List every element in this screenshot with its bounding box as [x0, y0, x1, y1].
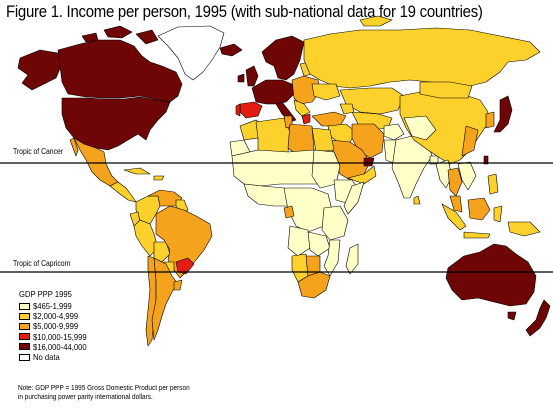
scandinavia-region: [261, 35, 305, 81]
gulf-states-region: [363, 157, 375, 167]
legend-swatch: [19, 343, 30, 351]
figure-title: Figure 1. Income per person, 1995 (with …: [6, 2, 483, 21]
afghanistan-region: [383, 123, 405, 141]
uk-region: [245, 65, 259, 87]
central-america-region: [109, 181, 137, 203]
legend-item: $465-1,999: [19, 301, 93, 311]
russia-arctic-island: [359, 15, 393, 27]
taiwan-region: [483, 155, 489, 165]
brazil-southeast-region: [175, 257, 195, 275]
zambia-region: [307, 231, 331, 257]
legend-label: $16,000-44,000: [33, 341, 87, 352]
mongolia-region: [419, 81, 473, 99]
indochina-region: [457, 161, 477, 191]
legend-swatch: [19, 312, 30, 320]
map-legend: GDP PPP 1995 $465-1,999 $2,000-4,999 $5,00…: [19, 289, 93, 362]
legend-item: $5,000-9,999: [19, 321, 93, 331]
portugal-region: [235, 103, 241, 117]
sumatra-region: [441, 203, 467, 231]
iceland-region: [219, 43, 243, 57]
legend-label: No data: [33, 352, 60, 363]
australia-region: [445, 243, 537, 307]
hispaniola-region: [153, 175, 165, 181]
libya-region: [287, 123, 315, 155]
russia-region: [303, 27, 541, 89]
baja-region: [69, 137, 79, 157]
legend-rows: $465-1,999 $2,000-4,999 $5,000-9,999 $10,00…: [19, 301, 93, 362]
ireland-region: [237, 73, 245, 83]
bolivia-region: [153, 241, 171, 263]
sulawesi-region: [493, 205, 503, 223]
korea-region: [485, 111, 495, 129]
borneo-region: [467, 197, 491, 221]
somalia-region: [343, 181, 365, 215]
philippines-region: [487, 173, 499, 195]
caucasus-region: [339, 103, 355, 115]
legend-title: GDP PPP 1995: [19, 289, 72, 299]
legend-swatch: [19, 353, 30, 361]
legend-item: $16,000-44,000: [19, 342, 93, 352]
madagascar-region: [345, 243, 359, 275]
new-guinea-region: [507, 221, 541, 237]
arctic-island: [81, 32, 99, 43]
legend-swatch: [19, 322, 30, 330]
spain-region: [239, 101, 263, 119]
tropic-of-capricorn-label: Tropic of Capricorn: [13, 259, 71, 268]
thailand-region: [447, 167, 463, 197]
greece-region: [301, 113, 311, 125]
east-africa-region: [321, 205, 349, 241]
egypt-region: [311, 127, 335, 153]
china-coast-region: [461, 125, 479, 157]
angola-region: [287, 225, 311, 257]
legend-swatch: [19, 333, 30, 341]
legend-swatch: [19, 302, 30, 310]
canada-region: [57, 39, 183, 103]
arctic-island: [103, 25, 133, 39]
arctic-island: [135, 29, 159, 45]
sri-lanka-region: [413, 195, 421, 205]
legend-item: $2,000-4,999: [19, 311, 93, 321]
south-africa-region: [297, 271, 331, 299]
turkey-region: [311, 111, 347, 127]
eastern-europe-region: [291, 75, 321, 105]
new-zealand-region: [525, 299, 551, 337]
japan-region: [493, 95, 513, 133]
western-europe-region: [251, 79, 295, 105]
legend-label: $465-1,999: [33, 301, 72, 312]
argentina-region: [151, 257, 179, 341]
java-region: [463, 231, 491, 239]
legend-label: $2,000-4,999: [33, 311, 79, 322]
china-west-region: [403, 115, 437, 141]
legend-label: $5,000-9,999: [33, 321, 79, 332]
legend-item: No data: [19, 352, 93, 362]
tasmania-region: [507, 311, 517, 321]
cuba-region: [123, 167, 151, 175]
tropic-of-cancer-label: Tropic of Cancer: [13, 147, 64, 156]
malaysia-region: [449, 195, 463, 213]
greenland-region: [157, 25, 225, 81]
gabon-region: [283, 205, 295, 219]
balkans-region: [293, 99, 311, 117]
footnote: Note: GDP PPP = 1995 Gross Domestic Prod…: [18, 383, 190, 401]
alaska-region: [17, 49, 63, 91]
uruguay-region: [173, 279, 183, 291]
legend-item: $10,000-15,999: [19, 332, 93, 342]
legend-label: $10,000-15,999: [33, 331, 87, 342]
ukraine-region: [311, 83, 341, 101]
